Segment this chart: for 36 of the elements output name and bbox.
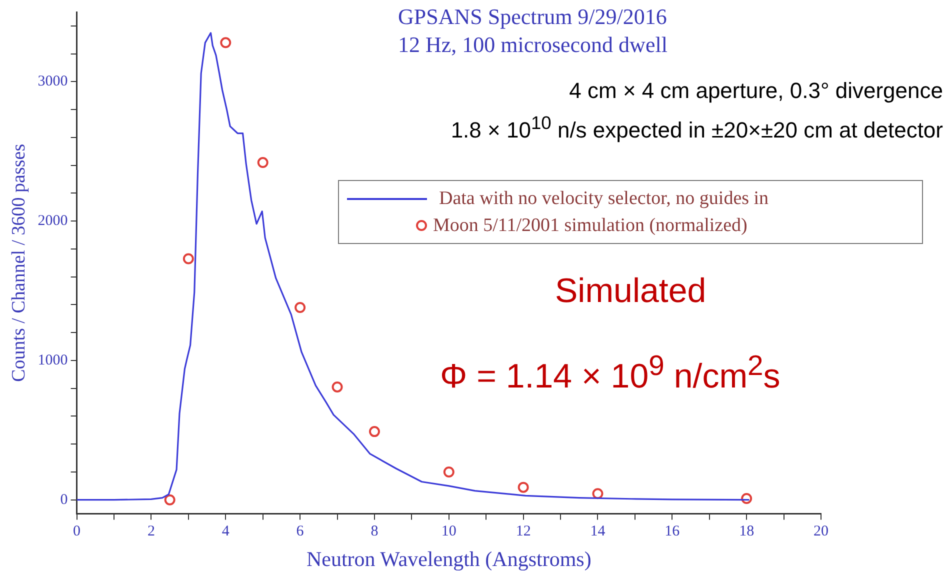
annotation: 1.8 × 10$^{10}$ n/s expected in ±20×±20 cm at detector: [450, 112, 943, 144]
y-axis-title: Counts / Channel / 3600 passes: [8, 144, 30, 382]
x-tick-label: 10: [441, 524, 456, 540]
x-tick-label: 8: [370, 524, 378, 540]
x-tick-label: 20: [814, 524, 828, 540]
annotation: Φ = 1.14 × 10$^{9}$ n/cm$^{2}$s: [440, 350, 780, 396]
x-tick-label: 2: [147, 524, 155, 540]
point: [182, 253, 194, 264]
x-tick-label: 4: [222, 524, 230, 540]
x-tick-label: 18: [739, 524, 754, 540]
x-tick-label: 0: [73, 524, 81, 540]
annotation: Simulated: [555, 272, 706, 311]
point: [332, 381, 343, 392]
point: [741, 492, 752, 504]
x-tick-label: 14: [590, 524, 606, 540]
annotation: 4 cm × 4 cm aperture, 0.3° divergence: [569, 78, 943, 104]
point: [220, 37, 232, 48]
point: [592, 488, 604, 500]
point: [368, 426, 380, 438]
y-tick-label: 2000: [38, 213, 68, 230]
x-tick-label: 12: [516, 524, 531, 540]
x-tick-label: 16: [664, 524, 680, 540]
point: [518, 482, 529, 493]
point: [257, 157, 268, 168]
x-tick-label: 6: [296, 524, 304, 540]
text: 12 Hz, 100 microsecond dwell: [398, 32, 668, 58]
legend-label: Data with no velocity selector, no guides in: [439, 188, 769, 210]
y-tick-label: 1000: [38, 352, 68, 368]
x-axis-title: Neutron Wavelength (Angstroms): [306, 546, 592, 571]
point: [294, 302, 306, 314]
legend-label: Moon 5/11/2001 simulation (normalized): [433, 214, 748, 236]
y-tick-label: 3000: [38, 74, 68, 90]
point: [164, 494, 176, 506]
y-tick-label: 0: [60, 492, 68, 508]
chart-title: GPSANS Spectrum 9/29/2016: [398, 4, 667, 30]
point: [443, 466, 454, 478]
